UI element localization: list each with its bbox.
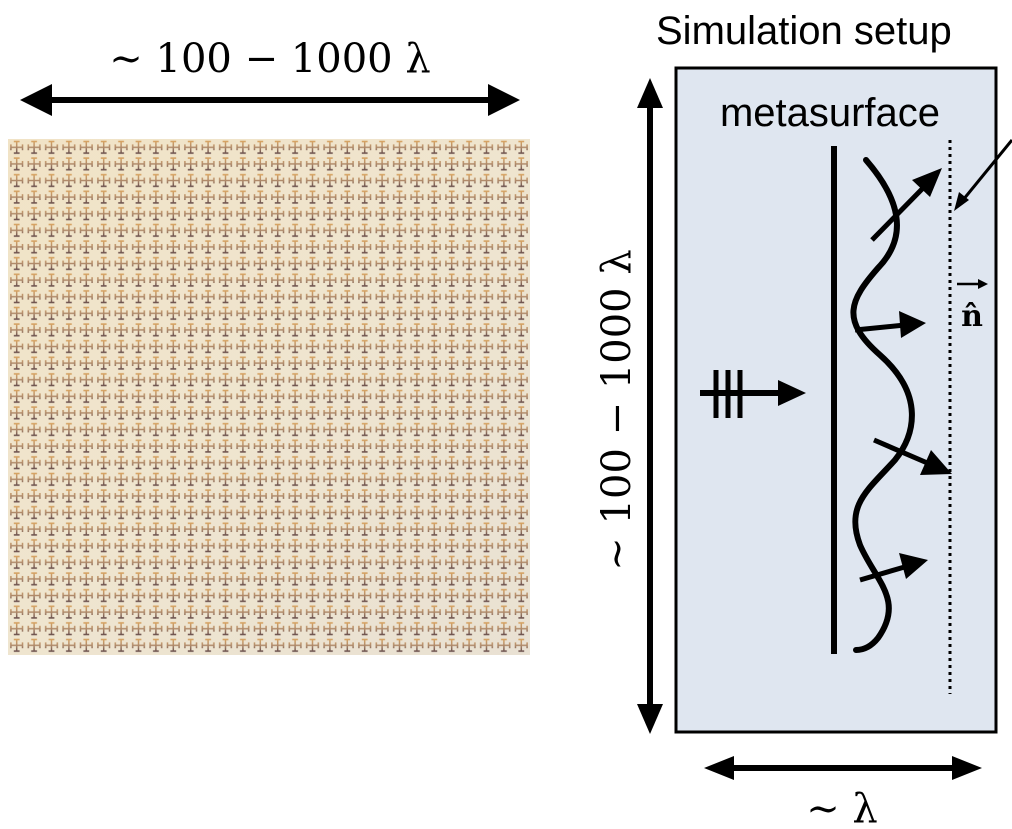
height-label: ∼ 100 − 1000 λ <box>594 249 640 570</box>
box-width-arrow <box>704 756 982 780</box>
height-arrow <box>637 78 663 734</box>
incident-wave-icon <box>700 370 806 418</box>
normal-arrow-2 <box>854 311 926 338</box>
normal-vector-text: n̂ <box>961 299 983 334</box>
left-width-label: ∼ 100 − 1000 λ <box>109 36 430 82</box>
normal-arrow-1 <box>870 168 942 242</box>
metasurface-label: metasurface <box>720 91 940 135</box>
monitor-pointer-arrow <box>954 139 1012 211</box>
left-width-arrow <box>20 84 520 116</box>
normal-arrow-4 <box>859 553 928 583</box>
box-width-label: ∼ λ <box>806 786 878 829</box>
simulation-title: Simulation setup <box>656 9 952 53</box>
metasurface-sample-image <box>8 139 530 655</box>
normal-vector-label: n̂ <box>957 279 988 334</box>
normal-arrow-3 <box>873 437 952 475</box>
